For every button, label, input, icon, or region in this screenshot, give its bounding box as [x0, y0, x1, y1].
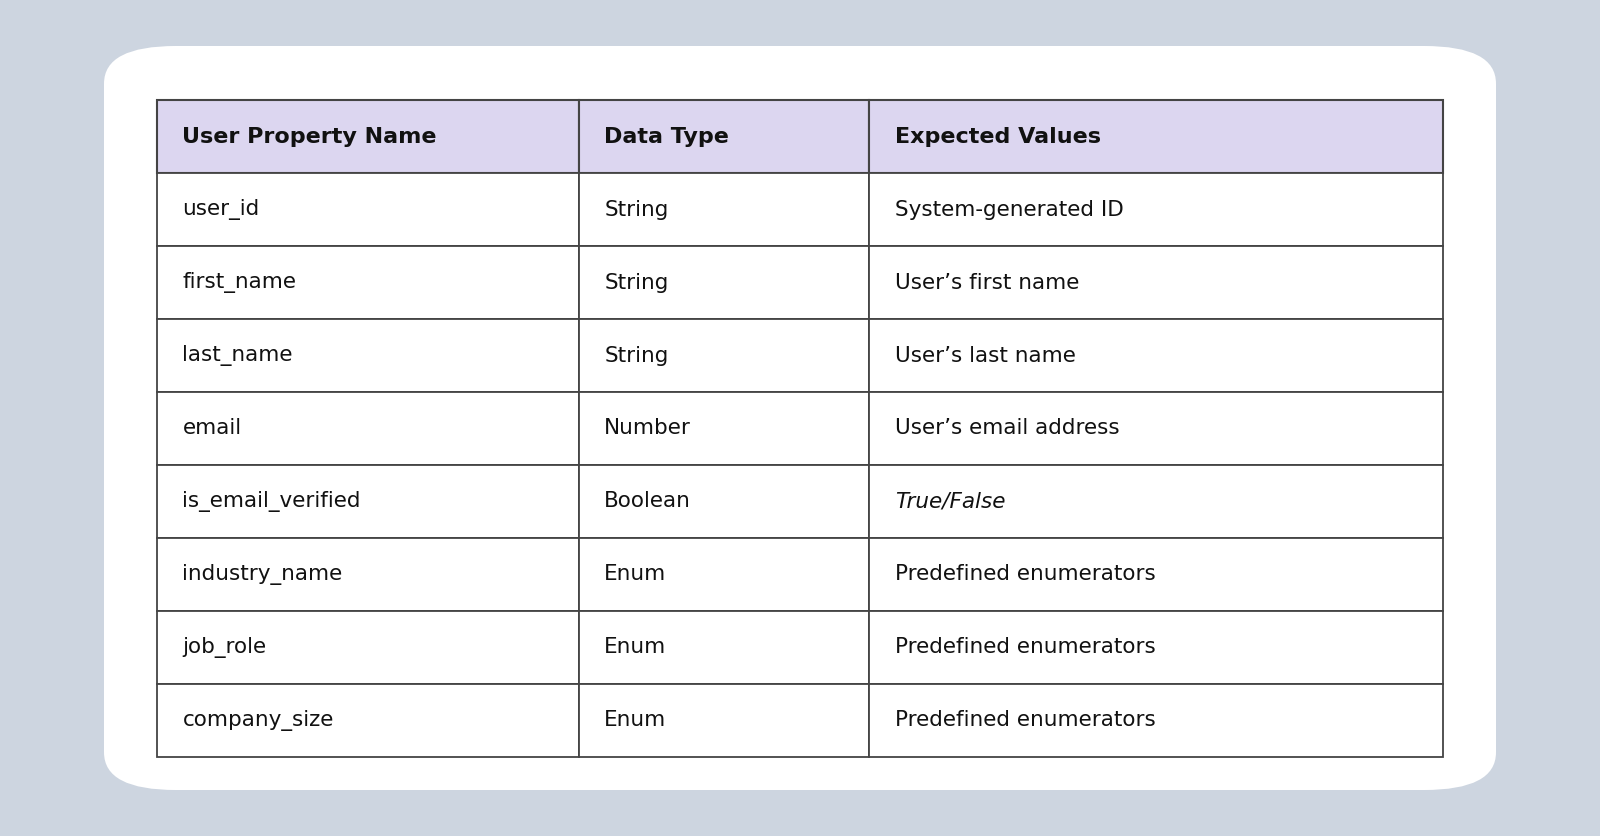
Text: User’s email address: User’s email address — [894, 419, 1120, 438]
Bar — [579, 392, 869, 465]
Bar — [579, 611, 869, 684]
Bar — [579, 173, 869, 246]
Text: True/False: True/False — [894, 492, 1005, 512]
Bar — [157, 611, 579, 684]
Text: String: String — [605, 273, 669, 293]
Bar — [869, 465, 1443, 538]
Bar — [869, 100, 1443, 173]
Bar — [869, 392, 1443, 465]
Text: User’s last name: User’s last name — [894, 345, 1075, 365]
Bar — [157, 684, 579, 757]
Text: user_id: user_id — [182, 199, 259, 220]
Bar — [157, 319, 579, 392]
Text: Predefined enumerators: Predefined enumerators — [894, 564, 1155, 584]
Text: Boolean: Boolean — [605, 492, 691, 512]
Text: first_name: first_name — [182, 272, 296, 293]
Bar — [157, 100, 579, 173]
Bar — [869, 319, 1443, 392]
Text: email: email — [182, 419, 242, 438]
Text: Predefined enumerators: Predefined enumerators — [894, 637, 1155, 657]
Text: User Property Name: User Property Name — [182, 127, 437, 147]
Text: company_size: company_size — [182, 710, 334, 731]
Bar — [157, 538, 579, 611]
Bar — [579, 684, 869, 757]
Bar — [157, 246, 579, 319]
Text: industry_name: industry_name — [182, 563, 342, 585]
Text: is_email_verified: is_email_verified — [182, 491, 362, 512]
Text: Predefined enumerators: Predefined enumerators — [894, 710, 1155, 730]
Bar — [579, 246, 869, 319]
Bar — [869, 246, 1443, 319]
Text: Enum: Enum — [605, 637, 667, 657]
Bar — [869, 173, 1443, 246]
Bar — [869, 611, 1443, 684]
Bar — [157, 392, 579, 465]
Text: job_role: job_role — [182, 637, 267, 658]
Bar — [157, 173, 579, 246]
Text: Enum: Enum — [605, 710, 667, 730]
Text: String: String — [605, 345, 669, 365]
Text: last_name: last_name — [182, 345, 293, 366]
FancyBboxPatch shape — [104, 46, 1496, 790]
Bar — [579, 319, 869, 392]
Bar — [579, 538, 869, 611]
Bar — [579, 465, 869, 538]
Text: Enum: Enum — [605, 564, 667, 584]
Bar — [869, 684, 1443, 757]
Text: Expected Values: Expected Values — [894, 127, 1101, 147]
Text: Data Type: Data Type — [605, 127, 730, 147]
Text: String: String — [605, 200, 669, 220]
Text: System-generated ID: System-generated ID — [894, 200, 1123, 220]
Bar — [157, 465, 579, 538]
Text: User’s first name: User’s first name — [894, 273, 1080, 293]
Text: Number: Number — [605, 419, 691, 438]
Bar — [869, 538, 1443, 611]
Bar — [579, 100, 869, 173]
